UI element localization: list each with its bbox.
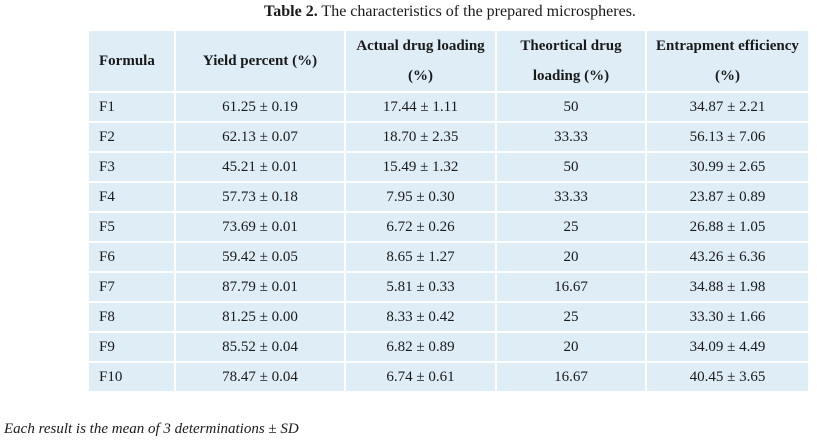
value-cell: 6.72 ± 0.26	[344, 211, 497, 243]
formula-cell: F3	[87, 151, 176, 183]
value-cell: 57.73 ± 0.18	[174, 181, 346, 213]
table-row: F6 59.42 ± 0.05 8.65 ± 1.27 20 43.26 ± 6.36	[87, 241, 810, 273]
table-row: F7 87.79 ± 0.01 5.81 ± 0.33 16.67 34.88 ± 1.…	[87, 271, 810, 303]
value-cell: 7.95 ± 0.30	[344, 181, 497, 213]
value-cell: 43.26 ± 6.36	[645, 241, 810, 273]
header-yield-percent: Yield percent (%)	[174, 29, 346, 93]
value-cell: 17.44 ± 1.11	[344, 91, 497, 123]
value-cell: 26.88 ± 1.05	[645, 211, 810, 243]
value-cell: 50	[495, 91, 647, 123]
value-cell: 6.74 ± 0.61	[344, 361, 497, 393]
table-row: F4 57.73 ± 0.18 7.95 ± 0.30 33.33 23.87 ± 0.…	[87, 181, 810, 213]
formula-cell: F6	[87, 241, 176, 273]
formula-cell: F2	[87, 121, 176, 153]
value-cell: 56.13 ± 7.06	[645, 121, 810, 153]
header-formula: Formula	[87, 29, 176, 93]
table-row: F2 62.13 ± 0.07 18.70 ± 2.35 33.33 56.13 ± 7…	[87, 121, 810, 153]
table-row: F10 78.47 ± 0.04 6.74 ± 0.61 16.67 40.45 ± 3…	[87, 361, 810, 393]
value-cell: 20	[495, 331, 647, 363]
table-row: F9 85.52 ± 0.04 6.82 ± 0.89 20 34.09 ± 4.49	[87, 331, 810, 363]
value-cell: 8.65 ± 1.27	[344, 241, 497, 273]
value-cell: 59.42 ± 0.05	[174, 241, 346, 273]
value-cell: 20	[495, 241, 647, 273]
formula-cell: F4	[87, 181, 176, 213]
table-footnote: Each result is the mean of 3 determinati…	[4, 421, 299, 437]
table-row: F5 73.69 ± 0.01 6.72 ± 0.26 25 26.88 ± 1.05	[87, 211, 810, 243]
table-caption-label: Table 2.	[264, 3, 318, 20]
value-cell: 50	[495, 151, 647, 183]
value-cell: 85.52 ± 0.04	[174, 331, 346, 363]
value-cell: 81.25 ± 0.00	[174, 301, 346, 333]
value-cell: 34.87 ± 2.21	[645, 91, 810, 123]
value-cell: 33.30 ± 1.66	[645, 301, 810, 333]
formula-cell: F7	[87, 271, 176, 303]
header-actual-drug-loading: Actual drug loading (%)	[344, 29, 497, 93]
table-body: F1 61.25 ± 0.19 17.44 ± 1.11 50 34.87 ± 2.21…	[87, 91, 810, 393]
value-cell: 78.47 ± 0.04	[174, 361, 346, 393]
value-cell: 8.33 ± 0.42	[344, 301, 497, 333]
value-cell: 30.99 ± 2.65	[645, 151, 810, 183]
value-cell: 15.49 ± 1.32	[344, 151, 497, 183]
formula-cell: F5	[87, 211, 176, 243]
value-cell: 34.09 ± 4.49	[645, 331, 810, 363]
value-cell: 33.33	[495, 181, 647, 213]
formula-cell: F8	[87, 301, 176, 333]
value-cell: 62.13 ± 0.07	[174, 121, 346, 153]
table-caption-text: The characteristics of the prepared micr…	[317, 3, 636, 20]
table-row: F8 81.25 ± 0.00 8.33 ± 0.42 25 33.30 ± 1.66	[87, 301, 810, 333]
value-cell: 6.82 ± 0.89	[344, 331, 497, 363]
header-theoretical-drug-loading: Theortical drug loading (%)	[495, 29, 647, 93]
value-cell: 87.79 ± 0.01	[174, 271, 346, 303]
table-caption: Table 2. The characteristics of the prep…	[0, 2, 817, 22]
table-header-row: Formula Yield percent (%) Actual drug lo…	[87, 29, 810, 93]
formula-cell: F1	[87, 91, 176, 123]
value-cell: 25	[495, 301, 647, 333]
table-row: F3 45.21 ± 0.01 15.49 ± 1.32 50 30.99 ± 2.65	[87, 151, 810, 183]
microspheres-table: Formula Yield percent (%) Actual drug lo…	[87, 29, 810, 393]
value-cell: 16.67	[495, 361, 647, 393]
value-cell: 45.21 ± 0.01	[174, 151, 346, 183]
table-row: F1 61.25 ± 0.19 17.44 ± 1.11 50 34.87 ± 2.21	[87, 91, 810, 123]
value-cell: 61.25 ± 0.19	[174, 91, 346, 123]
value-cell: 33.33	[495, 121, 647, 153]
value-cell: 5.81 ± 0.33	[344, 271, 497, 303]
formula-cell: F9	[87, 331, 176, 363]
value-cell: 16.67	[495, 271, 647, 303]
value-cell: 34.88 ± 1.98	[645, 271, 810, 303]
formula-cell: F10	[87, 361, 176, 393]
value-cell: 73.69 ± 0.01	[174, 211, 346, 243]
value-cell: 40.45 ± 3.65	[645, 361, 810, 393]
value-cell: 18.70 ± 2.35	[344, 121, 497, 153]
header-entrapment-efficiency: Entrapment efficiency (%)	[645, 29, 810, 93]
value-cell: 23.87 ± 0.89	[645, 181, 810, 213]
value-cell: 25	[495, 211, 647, 243]
